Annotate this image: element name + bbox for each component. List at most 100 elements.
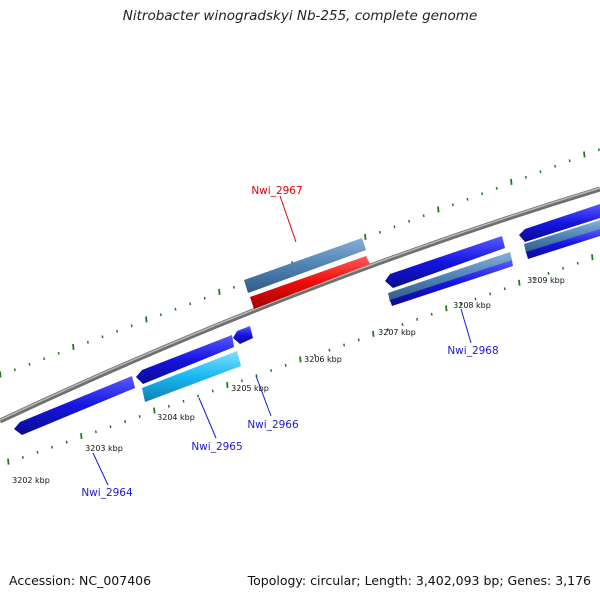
inner-major-tick: [591, 254, 594, 261]
inner-major-tick: [7, 458, 10, 465]
inner-minor-tick: [197, 394, 200, 398]
callout-nwi-2965: [198, 397, 217, 439]
outer-minor-tick: [466, 197, 469, 201]
inner-minor-tick: [124, 420, 127, 424]
outer-minor-tick: [28, 362, 31, 366]
outer-minor-tick: [203, 296, 206, 300]
inner-minor-tick: [328, 348, 331, 352]
gene-nwi-2965[interactable]: [142, 351, 241, 402]
inner-minor-tick: [94, 430, 97, 434]
inner-minor-tick: [313, 353, 316, 357]
inner-minor-tick: [240, 379, 243, 383]
scale-label: 3208 kbp: [453, 301, 491, 310]
gene-nwi-2965-outer[interactable]: [136, 335, 234, 384]
inner-minor-tick: [270, 369, 273, 372]
callout-nwi-2966: [255, 375, 272, 417]
inner-major-tick: [226, 382, 229, 388]
outer-minor-tick: [13, 368, 16, 372]
callout-nwi-2968: [460, 308, 472, 344]
gene-nwi-2969-outer[interactable]: [519, 204, 600, 242]
outer-major-tick: [0, 371, 2, 378]
outer-minor-tick: [101, 335, 104, 339]
inner-minor-tick: [459, 302, 462, 306]
inner-minor-tick: [474, 297, 477, 301]
outer-minor-tick: [495, 186, 498, 190]
inner-major-tick: [445, 305, 448, 312]
gene-label-nwi-2968[interactable]: Nwi_2968: [447, 345, 498, 357]
inner-minor-tick: [51, 445, 54, 449]
inner-minor-tick: [284, 363, 287, 367]
outer-minor-tick: [159, 313, 162, 317]
gene-label-nwi-2965[interactable]: Nwi_2965: [191, 441, 242, 453]
inner-major-tick: [80, 433, 83, 440]
inner-major-tick: [518, 279, 521, 286]
outer-minor-tick: [597, 148, 600, 152]
inner-minor-tick: [167, 404, 170, 408]
inner-minor-tick: [343, 343, 346, 347]
scale-label: 3204 kbp: [157, 413, 195, 422]
inner-minor-tick: [138, 415, 141, 418]
scale-label: 3206 kbp: [304, 355, 342, 364]
inner-minor-tick: [386, 328, 389, 332]
genome-backbone: [0, 186, 600, 424]
inner-minor-tick: [547, 271, 550, 275]
gene-label-nwi-2966[interactable]: Nwi_2966: [247, 419, 299, 431]
genome-backbone-highlight: [0, 187, 600, 421]
inner-major-tick: [153, 407, 156, 414]
outer-minor-tick: [554, 164, 557, 168]
gene-label-nwi-2967[interactable]: Nwi_2967: [251, 185, 302, 197]
gene-nwi-2969[interactable]: [526, 229, 600, 259]
inner-minor-tick: [576, 261, 579, 265]
scale-label: 3209 kbp: [527, 276, 565, 285]
inner-minor-tick: [65, 440, 68, 444]
page-title: Nitrobacter winogradskyi Nb-255, complet…: [122, 8, 478, 24]
gene-nwi-2966-small[interactable]: [233, 326, 253, 344]
scale-label: 3203 kbp: [85, 444, 123, 453]
inner-minor-tick: [21, 455, 24, 459]
scale-label: 3202 kbp: [12, 476, 50, 485]
outer-minor-tick: [393, 225, 396, 229]
outer-minor-tick: [539, 170, 542, 174]
inner-minor-tick: [503, 287, 506, 291]
inner-minor-tick: [211, 389, 214, 393]
inner-minor-tick: [532, 277, 535, 280]
outer-major-tick: [72, 343, 75, 350]
gene-nwi-2968-outer[interactable]: [385, 236, 505, 288]
inner-major-tick: [372, 330, 375, 337]
inner-minor-tick: [357, 338, 360, 342]
outer-major-tick: [145, 316, 148, 323]
scale-label: 3207 kbp: [378, 328, 416, 337]
inner-minor-tick: [401, 323, 404, 326]
genome-summary-text: Topology: circular; Length: 3,402,093 bp…: [247, 573, 591, 588]
outer-minor-tick: [408, 219, 411, 223]
gene-label-nwi-2964[interactable]: Nwi_2964: [81, 487, 133, 499]
outer-major-tick: [437, 206, 440, 213]
gene-nwi-2967[interactable]: [250, 256, 370, 309]
outer-minor-tick: [568, 159, 571, 163]
outer-major-tick: [510, 178, 513, 185]
callout-nwi-2964: [92, 452, 109, 486]
outer-minor-tick: [116, 329, 119, 333]
inner-minor-tick: [182, 399, 185, 403]
gene-nwi-2964[interactable]: [14, 376, 135, 435]
outer-major-tick: [218, 288, 221, 295]
outer-minor-tick: [130, 324, 133, 328]
outer-minor-tick: [232, 285, 235, 289]
outer-minor-tick: [524, 175, 527, 179]
gene-nwi-2968[interactable]: [390, 260, 513, 306]
scale-label: 3205 kbp: [231, 384, 269, 393]
accession-text: Accession: NC_007406: [9, 573, 152, 588]
inner-minor-tick: [416, 317, 419, 321]
outer-minor-tick: [451, 203, 454, 207]
outer-minor-tick: [422, 214, 425, 218]
inner-minor-tick: [36, 450, 39, 454]
gene-nwi-2967-outer[interactable]: [244, 238, 366, 293]
callout-nwi-2967: [279, 195, 297, 243]
gene-nwi-2969-steel[interactable]: [524, 220, 600, 253]
outer-minor-tick: [378, 230, 381, 234]
outer-minor-tick: [174, 307, 177, 311]
gene-nwi-2968-steel[interactable]: [388, 252, 512, 302]
outer-major-tick: [364, 233, 367, 240]
outer-minor-tick: [481, 192, 484, 196]
